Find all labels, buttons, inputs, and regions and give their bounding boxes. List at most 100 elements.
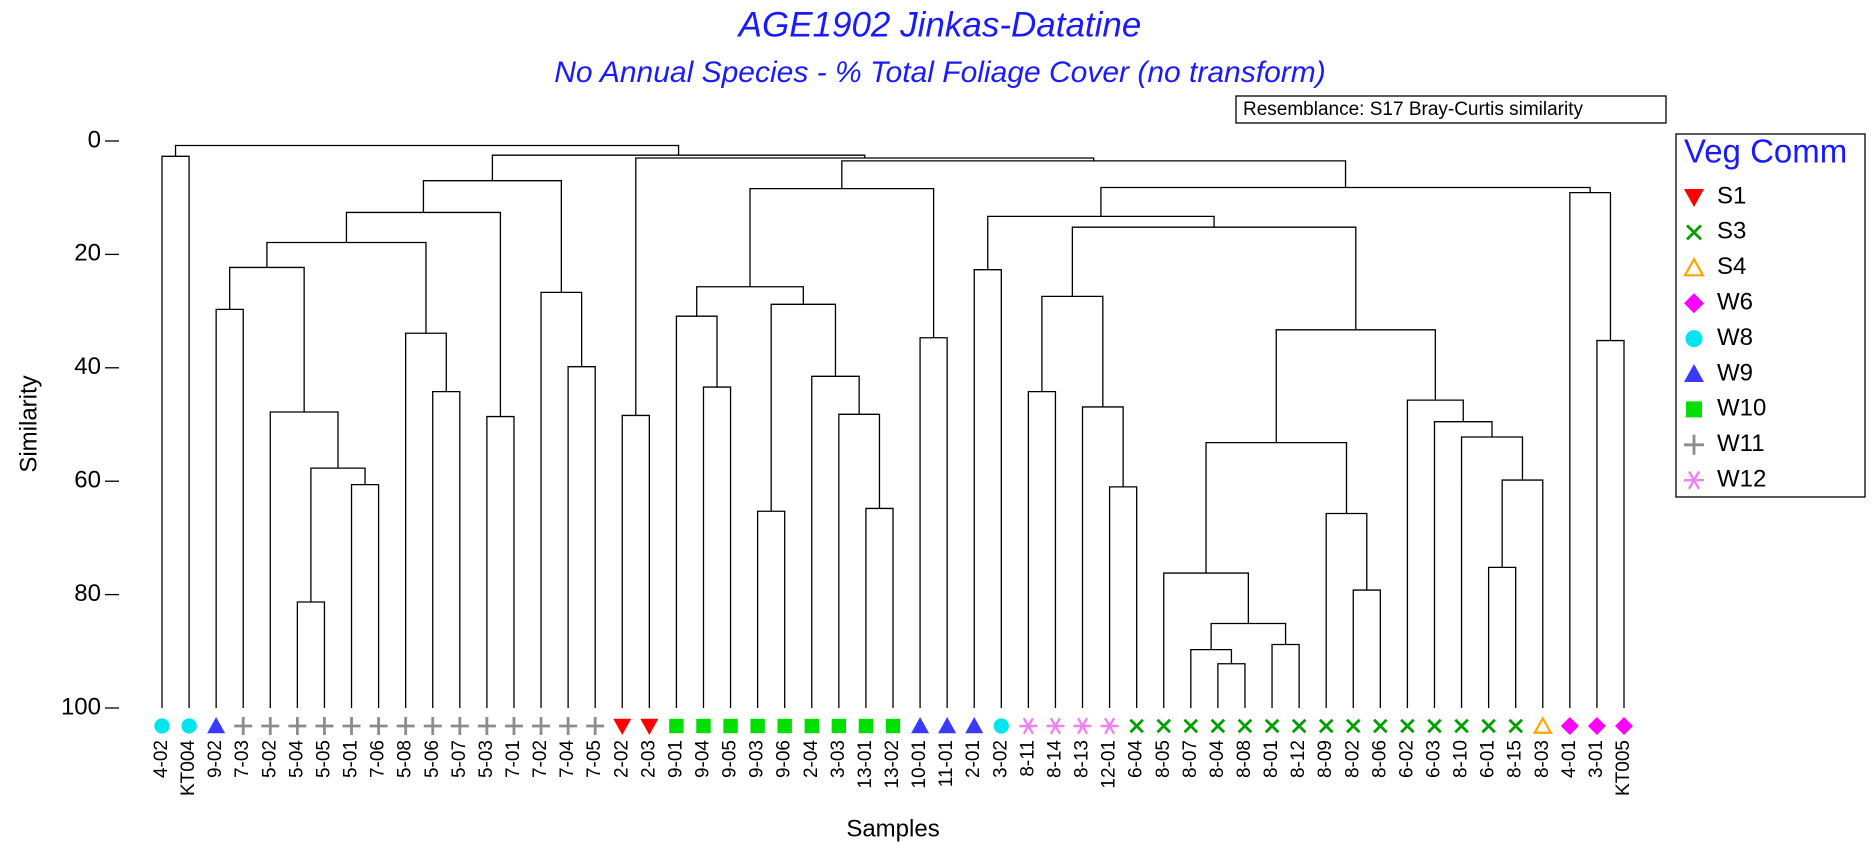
leaf-marker bbox=[1129, 718, 1144, 734]
marker-shape bbox=[1427, 718, 1442, 734]
leaf-marker bbox=[750, 718, 765, 734]
leaf-marker bbox=[559, 717, 578, 735]
marker-shape bbox=[1100, 717, 1119, 735]
leaf-marker bbox=[1532, 716, 1553, 734]
dendrogram-link bbox=[1596, 339, 1625, 708]
leaf-label: 13-01 bbox=[855, 740, 876, 789]
marker-shape bbox=[1264, 718, 1280, 734]
leaf-marker bbox=[423, 717, 442, 735]
leaf-label: 9-02 bbox=[205, 740, 226, 778]
marker-shape bbox=[1684, 470, 1704, 490]
dendrogram-link bbox=[865, 507, 894, 708]
marker-shape bbox=[423, 717, 442, 735]
dendrogram-link bbox=[702, 386, 732, 708]
dendrogram-link bbox=[491, 154, 866, 181]
dendrogram-link bbox=[841, 160, 1347, 189]
dendrogram-link bbox=[432, 390, 461, 708]
dendrogram-link bbox=[486, 415, 515, 708]
marker-shape bbox=[993, 718, 1009, 734]
leaf-marker bbox=[804, 718, 819, 734]
dendrogram-link bbox=[1100, 186, 1591, 217]
leaf-label: 11-01 bbox=[936, 740, 957, 787]
leaf-label: 3-02 bbox=[990, 740, 1011, 778]
marker-shape bbox=[1183, 718, 1199, 734]
marker-shape bbox=[1683, 257, 1705, 277]
marker-shape bbox=[1454, 718, 1469, 734]
leaf-marker bbox=[613, 718, 632, 735]
leaf-marker bbox=[696, 718, 711, 734]
leaf-marker bbox=[181, 718, 197, 734]
leaf-marker bbox=[504, 717, 523, 735]
marker-shape bbox=[1373, 718, 1388, 734]
leaf-label: 8-08 bbox=[1234, 740, 1255, 778]
marker-shape bbox=[1685, 330, 1703, 348]
marker-shape bbox=[1345, 718, 1361, 734]
dendrogram-link bbox=[1041, 295, 1104, 407]
leaf-label: 6-02 bbox=[1396, 740, 1417, 778]
leaf-label: 5-02 bbox=[259, 740, 280, 778]
marker-shape bbox=[1046, 717, 1065, 735]
dendrogram-link bbox=[1460, 436, 1524, 708]
leaf-label: 7-05 bbox=[584, 740, 605, 778]
marker-shape bbox=[288, 717, 307, 735]
legend-label: W10 bbox=[1717, 395, 1766, 422]
leaf-marker bbox=[369, 717, 388, 735]
leaf-marker bbox=[1183, 718, 1199, 734]
dendrogram-link bbox=[675, 315, 718, 708]
marker-shape bbox=[1686, 224, 1702, 241]
leaf-label: 13-02 bbox=[882, 740, 903, 789]
marker-shape bbox=[1532, 716, 1553, 734]
marker-shape bbox=[804, 718, 819, 734]
leaf-label: 7-03 bbox=[232, 740, 253, 778]
leaf-label: 4-01 bbox=[1559, 740, 1580, 778]
leaf-label: KT005 bbox=[1613, 740, 1634, 796]
leaf-marker bbox=[261, 717, 280, 735]
marker-shape bbox=[154, 718, 170, 734]
leaf-label: 8-05 bbox=[1153, 740, 1174, 778]
leaf-label: 9-01 bbox=[665, 740, 686, 778]
leaf-label: KT004 bbox=[178, 740, 199, 796]
legend-label: W8 bbox=[1717, 324, 1753, 351]
legend-title: Veg Comm bbox=[1684, 133, 1847, 170]
leaf-label: 8-15 bbox=[1505, 740, 1526, 778]
leaf-marker bbox=[1481, 718, 1496, 734]
leaf-label: 3-03 bbox=[828, 740, 849, 778]
marker-shape bbox=[938, 717, 957, 734]
leaf-marker bbox=[1345, 718, 1361, 734]
dendrogram-link bbox=[621, 414, 650, 708]
leaf-label: 8-02 bbox=[1342, 740, 1363, 778]
dendrogram-link bbox=[919, 337, 948, 708]
dendrogram-link bbox=[350, 483, 380, 708]
legend-label: S3 bbox=[1717, 218, 1746, 245]
y-tick-label: 20 bbox=[74, 240, 101, 267]
leaf-label: 7-06 bbox=[368, 740, 389, 778]
marker-shape bbox=[1481, 718, 1496, 734]
marker-shape bbox=[1019, 717, 1038, 735]
legend-marker bbox=[1686, 401, 1702, 418]
leaf-label: 5-04 bbox=[286, 740, 307, 778]
marker-shape bbox=[1686, 401, 1702, 418]
chart-subtitle: No Annual Species - % Total Foliage Cove… bbox=[554, 56, 1325, 89]
marker-shape bbox=[1508, 718, 1523, 734]
leaf-label: 6-03 bbox=[1423, 740, 1444, 778]
dendrogram-link bbox=[1352, 589, 1381, 708]
dendrogram-link bbox=[1190, 648, 1233, 708]
leaf-marker bbox=[288, 717, 307, 735]
legend-label: W12 bbox=[1717, 466, 1766, 493]
marker-shape bbox=[1615, 717, 1633, 735]
marker-shape bbox=[640, 718, 659, 735]
leaf-marker bbox=[831, 718, 847, 734]
dendrogram-link bbox=[269, 411, 339, 708]
legend-label: S1 bbox=[1717, 182, 1746, 209]
annotation-box bbox=[1235, 95, 1667, 124]
marker-shape bbox=[450, 717, 469, 735]
leaf-marker bbox=[1427, 718, 1442, 734]
marker-shape bbox=[1073, 717, 1092, 735]
leaf-marker bbox=[315, 717, 334, 735]
leaf-label: 8-06 bbox=[1369, 740, 1390, 778]
leaf-marker bbox=[938, 717, 957, 734]
leaf-marker bbox=[1454, 718, 1469, 734]
leaf-label: 8-11 bbox=[1017, 740, 1038, 777]
leaf-marker bbox=[993, 718, 1009, 734]
